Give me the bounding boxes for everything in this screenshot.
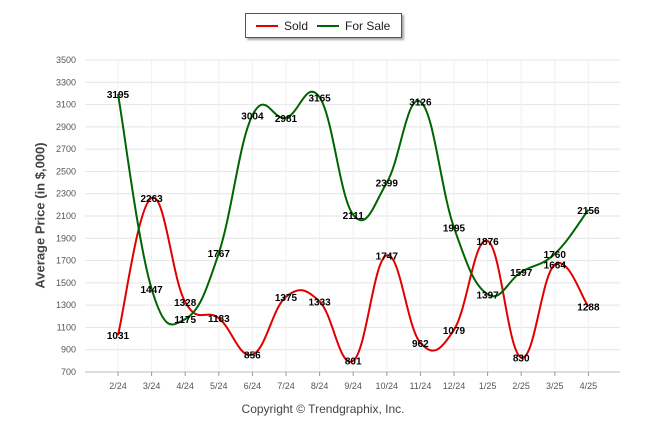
- x-tick-label: 10/24: [376, 381, 399, 391]
- x-tick-label: 5/24: [210, 381, 228, 391]
- x-tick-label: 12/24: [443, 381, 466, 391]
- data-label-sold: 1328: [174, 298, 197, 309]
- data-label-for-sale: 1597: [510, 268, 533, 279]
- y-tick-label: 1900: [56, 233, 76, 243]
- grid-lines: [85, 59, 620, 373]
- x-tick-label: 1/25: [479, 381, 497, 391]
- series-lines: [117, 90, 590, 363]
- data-label-sold: 1375: [275, 293, 298, 304]
- data-label-for-sale: 2111: [343, 211, 365, 222]
- data-label-for-sale: 1175: [174, 315, 196, 326]
- data-label-for-sale: 1397: [476, 290, 499, 301]
- x-tick-label: 4/24: [176, 381, 194, 391]
- x-tick-label: 11/24: [409, 381, 431, 391]
- y-tick-label: 900: [61, 345, 76, 355]
- y-tick-label: 2500: [56, 166, 76, 176]
- data-labels: 1031 2263 1328 1183 856 1375 1333 801 1747 962 107…: [107, 90, 600, 368]
- y-axis-label: Average Price (in $,000): [32, 142, 48, 289]
- legend: Sold For Sale: [245, 13, 402, 38]
- y-tick-label: 700: [61, 367, 76, 377]
- series-line-sold: [117, 196, 590, 363]
- data-label-for-sale: 3195: [107, 90, 130, 101]
- data-label-for-sale: 3126: [409, 98, 432, 109]
- data-label-for-sale: 2399: [376, 179, 399, 190]
- legend-label-sold: Sold: [284, 19, 309, 33]
- x-axis-ticks: 2/24 3/24 4/24 5/24 6/24 7/24 8/24 9/24 10/24 11/…: [109, 372, 597, 391]
- data-label-sold: 1664: [544, 261, 567, 272]
- y-tick-label: 2100: [56, 211, 76, 221]
- legend-swatch-for-sale: [317, 25, 339, 27]
- x-tick-label: 8/24: [311, 381, 329, 391]
- y-tick-label: 3300: [56, 77, 76, 87]
- legend-label-for-sale: For Sale: [345, 19, 391, 33]
- x-tick-label: 3/25: [546, 381, 564, 391]
- data-label-sold: 962: [412, 339, 429, 350]
- data-label-for-sale: 1995: [443, 224, 466, 235]
- y-tick-label: 1100: [57, 322, 76, 332]
- y-axis-ticks: 700 900 1100 1300 1500 1700 1900 2100 2300 2500 27…: [56, 55, 76, 377]
- data-label-sold: 1333: [308, 297, 331, 308]
- y-tick-label: 2700: [56, 144, 76, 154]
- data-label-for-sale: 1447: [140, 285, 163, 296]
- data-label-sold: 801: [345, 357, 362, 368]
- data-label-for-sale: 2981: [275, 114, 298, 125]
- x-tick-label: 3/24: [143, 381, 161, 391]
- data-label-sold: 2263: [140, 194, 163, 205]
- x-tick-label: 2/24: [109, 381, 127, 391]
- legend-swatch-sold: [256, 25, 278, 27]
- series-line-for-sale: [117, 90, 590, 326]
- x-tick-label: 7/24: [277, 381, 295, 391]
- y-tick-label: 2300: [56, 189, 76, 199]
- data-label-for-sale: 2156: [577, 206, 600, 217]
- data-label-sold: 1079: [443, 326, 466, 337]
- x-tick-label: 2/25: [512, 381, 530, 391]
- x-tick-label: 9/24: [344, 381, 362, 391]
- y-tick-label: 3100: [56, 100, 76, 110]
- y-tick-label: 1300: [56, 300, 76, 310]
- data-label-sold: 1747: [376, 251, 399, 262]
- data-label-for-sale: 3165: [308, 93, 331, 104]
- data-label-for-sale: 3004: [241, 111, 264, 122]
- y-tick-label: 1700: [56, 256, 76, 266]
- data-label-for-sale: 1760: [544, 250, 567, 261]
- y-tick-label: 3500: [56, 55, 76, 65]
- legend-item-for-sale: For Sale: [317, 19, 390, 33]
- data-label-sold: 1183: [208, 314, 230, 325]
- data-label-sold: 830: [513, 354, 530, 365]
- legend-item-sold: Sold: [256, 19, 308, 33]
- copyright-text: Copyright © Trendgraphix, Inc.: [241, 402, 405, 416]
- x-tick-label: 6/24: [244, 381, 262, 391]
- data-label-for-sale: 1767: [208, 249, 231, 260]
- data-label-sold: 1876: [476, 237, 499, 248]
- y-tick-label: 1500: [56, 278, 76, 288]
- x-tick-label: 4/25: [580, 381, 598, 391]
- data-label-sold: 856: [244, 351, 261, 362]
- data-label-sold: 1288: [577, 302, 600, 313]
- data-label-sold: 1031: [107, 331, 130, 342]
- y-tick-label: 2900: [56, 122, 76, 132]
